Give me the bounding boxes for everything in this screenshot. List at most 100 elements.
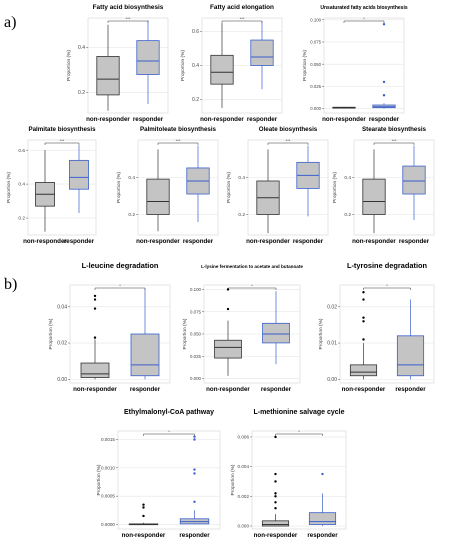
y-tick-label: 0.4 — [344, 175, 351, 181]
chart-title: Ethylmalonyl-CoA pathway — [124, 409, 214, 416]
x-tick-label: responder — [247, 116, 278, 123]
y-tick-label: 0.4 — [192, 63, 199, 69]
y-tick-label: 0.075 — [190, 309, 202, 314]
significance-label: *** — [60, 138, 65, 143]
y-tick-label: 0.075 — [310, 40, 321, 45]
significance-label: *** — [286, 138, 291, 143]
box — [146, 178, 170, 215]
y-tick-label: 0.006 — [238, 435, 250, 440]
y-tick-label: 0.000 — [310, 106, 321, 111]
y-tick-label: 0.002 — [238, 494, 250, 499]
outlier-point — [274, 501, 277, 504]
y-tick-label: 0.6 — [192, 29, 199, 35]
outlier-point — [93, 298, 97, 301]
y-axis-label: Proportion (%) — [6, 172, 12, 203]
x-tick-label: non-responder — [342, 386, 386, 393]
x-tick-label: non-responder — [352, 238, 396, 245]
boxplot-panel: 0.000 0.025 0.050 0.075 0.100 Unsaturated fat… — [302, 5, 408, 123]
x-tick-label: non-responder — [206, 386, 250, 393]
y-tick-label: 0.4 — [128, 175, 135, 181]
box — [308, 512, 337, 525]
x-tick-label: non-responder — [122, 532, 166, 539]
panel-label-b: b) — [4, 276, 18, 293]
y-axis-label: Proportion (%) — [332, 172, 338, 203]
x-tick-label: non-responder — [73, 386, 117, 393]
box — [130, 333, 160, 377]
outlier-point — [93, 307, 97, 310]
y-tick-label: 0.6 — [18, 148, 25, 154]
box — [136, 40, 160, 75]
box — [214, 339, 242, 359]
x-tick-label: non-responder — [322, 116, 366, 123]
x-tick-label: responder — [261, 386, 292, 393]
outlier-point — [362, 338, 365, 341]
outlier-point — [274, 480, 277, 483]
significance-bracket — [44, 142, 80, 145]
x-tick-label: non-responder — [86, 116, 130, 123]
y-tick-label: 0.025 — [310, 84, 321, 89]
significance-bracket — [363, 287, 411, 290]
outlier-point — [362, 298, 365, 301]
outlier-point — [362, 316, 365, 319]
y-tick-label: 0.2 — [344, 212, 351, 218]
outlier-point — [274, 435, 277, 439]
y-tick-label: 0.00 — [327, 377, 337, 383]
outlier-point — [142, 503, 145, 506]
y-axis-label: Proportion (%) — [48, 318, 54, 349]
chart-title: Fatty acid elongation — [210, 4, 274, 11]
box — [261, 520, 290, 527]
chart-title: Oleate biosynthesis — [259, 126, 318, 133]
y-axis-label: Proportion (%) — [180, 50, 186, 81]
x-tick-label: responder — [399, 238, 430, 245]
outlier-point — [193, 435, 196, 438]
y-tick-label: 0.025 — [190, 354, 202, 359]
y-axis-label: Proportion (%) — [182, 318, 188, 349]
x-tick-label: non-responder — [23, 238, 67, 245]
x-tick-label: responder — [64, 238, 95, 245]
significance-label: * — [386, 283, 388, 288]
box — [96, 56, 120, 96]
chart-title: L-lysine fermentation to acetate and but… — [201, 264, 303, 269]
boxplot-panel: 0.2 0.4 0.6 Fatty acid elongation Proportion… — [180, 4, 283, 123]
y-tick-label: 0.4 — [18, 182, 25, 188]
chart-title: Palmitoleate biosynthesis — [140, 126, 217, 133]
outlier-point — [321, 472, 324, 476]
x-tick-label: non-responder — [246, 238, 290, 245]
significance-label: * — [298, 429, 300, 434]
significance-bracket — [343, 20, 385, 23]
box — [349, 364, 378, 377]
x-tick-label: responder — [130, 386, 161, 393]
y-tick-label: 0.2 — [78, 90, 85, 96]
y-tick-label: 0.02 — [57, 341, 67, 347]
outlier-point — [274, 495, 277, 498]
y-axis-label: Proportion (%) — [230, 464, 236, 495]
y-tick-label: 0.100 — [190, 287, 202, 292]
chart-title: Unsaturated fatty acids biosynthesis — [320, 5, 407, 11]
outlier-point — [382, 23, 386, 26]
boxplot-panel: 0.2 0.4 Oleate biosynthesis Proportion (%) *… — [226, 126, 329, 245]
significance-label: * — [168, 429, 170, 434]
x-tick-label: responder — [369, 116, 400, 123]
significance-label: * — [363, 16, 365, 21]
y-tick-label: 0.04 — [57, 304, 67, 310]
outlier-point — [382, 80, 386, 84]
significance-bracket — [267, 142, 309, 145]
chart-title: L-leucine degradation — [82, 261, 159, 270]
x-tick-label: responder — [293, 238, 324, 245]
y-axis-label: Proportion (%) — [66, 50, 72, 81]
outlier-point — [274, 472, 277, 476]
significance-bracket — [373, 142, 415, 145]
y-axis-label: Proportion (%) — [226, 172, 232, 203]
significance-bracket — [143, 433, 195, 436]
boxplot-panel: 0.00 0.01 0.02 L-tyrosine degradation Propor… — [318, 261, 435, 393]
y-tick-label: 0.2 — [128, 212, 135, 218]
plot-area — [117, 430, 221, 530]
panel-label-a: a) — [4, 14, 17, 31]
chart-title: L-tyrosine degradation — [347, 261, 428, 270]
outlier-point — [382, 94, 386, 97]
outlier-point — [142, 506, 145, 509]
x-tick-label: non-responder — [136, 238, 180, 245]
y-axis-label: Proportion (%) — [116, 172, 122, 203]
x-tick-label: responder — [179, 532, 210, 539]
